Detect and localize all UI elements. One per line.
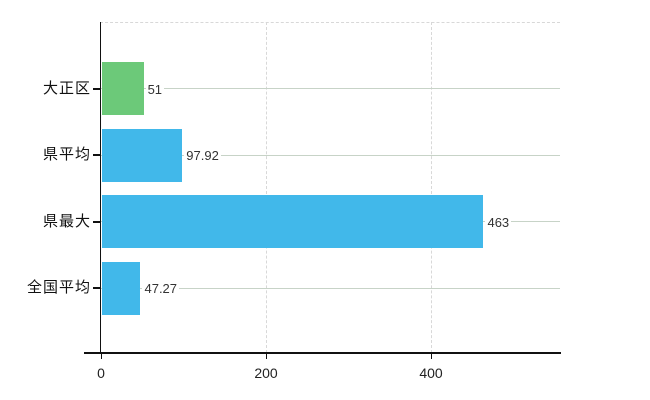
vertical-gridline (266, 22, 267, 353)
bar-4[interactable] (101, 261, 141, 315)
y-axis-tick (93, 220, 100, 223)
x-tick-label: 400 (419, 365, 443, 381)
x-axis-tick (266, 352, 267, 359)
bar-value-label: 463 (485, 214, 512, 230)
category-label: 大正区 (42, 79, 91, 97)
y-axis-tick (93, 287, 100, 290)
horizontal-gridline (100, 287, 560, 289)
plot-top-border (100, 22, 560, 23)
category-label: 全国平均 (26, 279, 91, 297)
bar-3[interactable] (101, 195, 484, 249)
bar-2[interactable] (101, 128, 183, 182)
x-tick-label: 200 (254, 365, 278, 381)
y-axis-tick (93, 154, 100, 157)
vertical-gridline (431, 22, 432, 353)
x-axis-line (84, 352, 561, 354)
bar-1[interactable] (101, 62, 144, 115)
y-axis-tick (93, 87, 100, 90)
x-axis-tick (101, 352, 102, 359)
horizontal-gridline (100, 154, 560, 156)
horizontal-gridline (100, 88, 560, 89)
bar-value-label: 97.92 (184, 148, 221, 164)
x-axis-tick (431, 352, 432, 359)
x-tick-label: 0 (97, 365, 105, 381)
category-label: 県最大 (42, 212, 91, 230)
bar-value-label: 47.27 (142, 281, 180, 297)
bar-value-label: 51 (145, 81, 165, 97)
y-axis-line (100, 22, 101, 353)
category-label: 県平均 (42, 146, 91, 164)
